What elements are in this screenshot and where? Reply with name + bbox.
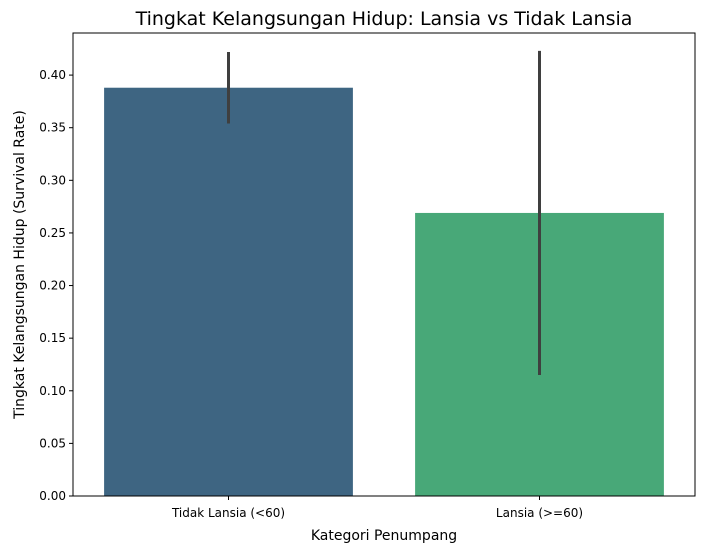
y-axis-label: Tingkat Kelangsungan Hidup (Survival Rat… <box>12 110 28 420</box>
bar-0 <box>104 87 353 496</box>
y-axis: 0.00 0.05 0.10 0.15 0.20 0.25 0.30 0.35 0.40 <box>39 68 73 503</box>
y-tick-label-1: 0.05 <box>39 436 66 450</box>
bars-group <box>104 87 664 496</box>
y-tick-label-4: 0.20 <box>39 279 66 293</box>
chart-title: Tingkat Kelangsungan Hidup: Lansia vs Ti… <box>135 8 633 30</box>
y-tick-label-2: 0.10 <box>39 384 66 398</box>
x-tick-label-1: Lansia (>=60) <box>496 506 583 520</box>
x-axis: Tidak Lansia (<60) Lansia (>=60) <box>171 496 583 520</box>
plot-frame <box>72 32 696 497</box>
y-tick-label-7: 0.35 <box>39 121 66 135</box>
x-axis-label: Kategori Penumpang <box>311 528 457 544</box>
error-bars-group <box>227 50 541 375</box>
plot-area <box>72 32 696 497</box>
y-tick-label-0: 0.00 <box>39 489 66 503</box>
x-tick-label-0: Tidak Lansia (<60) <box>171 506 285 520</box>
y-tick-label-5: 0.25 <box>39 226 66 240</box>
y-tick-label-8: 0.40 <box>39 68 66 82</box>
y-tick-label-6: 0.30 <box>39 173 66 187</box>
y-tick-label-3: 0.15 <box>39 331 66 345</box>
